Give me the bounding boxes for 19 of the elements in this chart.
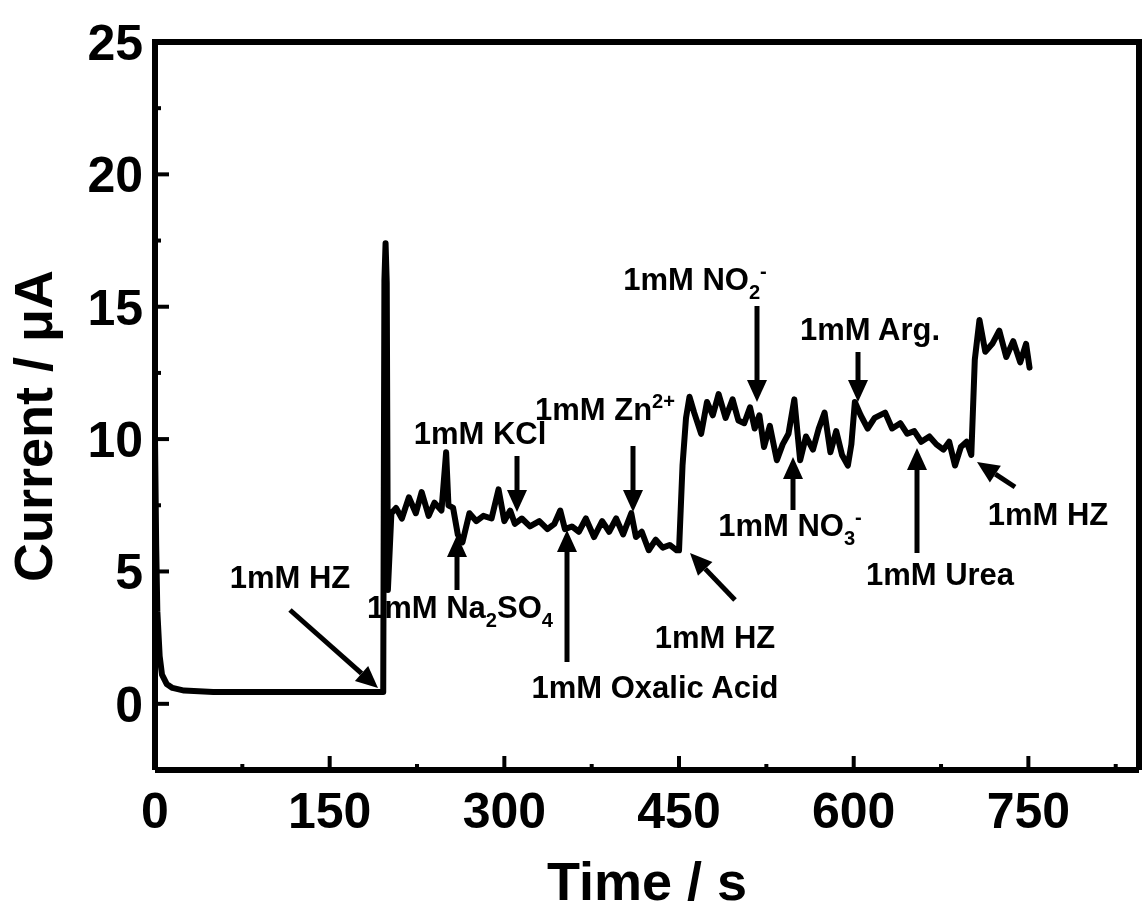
x-axis-title: Time / s (546, 851, 748, 911)
y-tick-label: 15 (87, 279, 143, 336)
annotation: 1mM Arg. (799, 312, 941, 347)
x-tick-label: 750 (986, 783, 1071, 839)
y-tick-label: 10 (87, 412, 143, 469)
x-tick-label: 300 (462, 783, 547, 839)
annotation: 1mM HZ (654, 620, 776, 655)
x-tick-label: 600 (811, 783, 896, 839)
x-tick-label: 450 (637, 783, 721, 839)
annotation: 1mM HZ (987, 497, 1109, 532)
x-tick-label: 150 (287, 783, 372, 839)
y-tick-label: 0 (115, 676, 143, 733)
annotation: 1mM Urea (865, 557, 1015, 592)
annotation: 1mM HZ (229, 560, 351, 595)
y-axis-title: Current / μA (3, 269, 63, 583)
y-tick-label: 25 (87, 15, 143, 71)
y-tick-label: 5 (115, 544, 143, 601)
y-tick-label: 20 (87, 147, 143, 204)
annotation: 1mM Oxalic Acid (531, 670, 779, 705)
